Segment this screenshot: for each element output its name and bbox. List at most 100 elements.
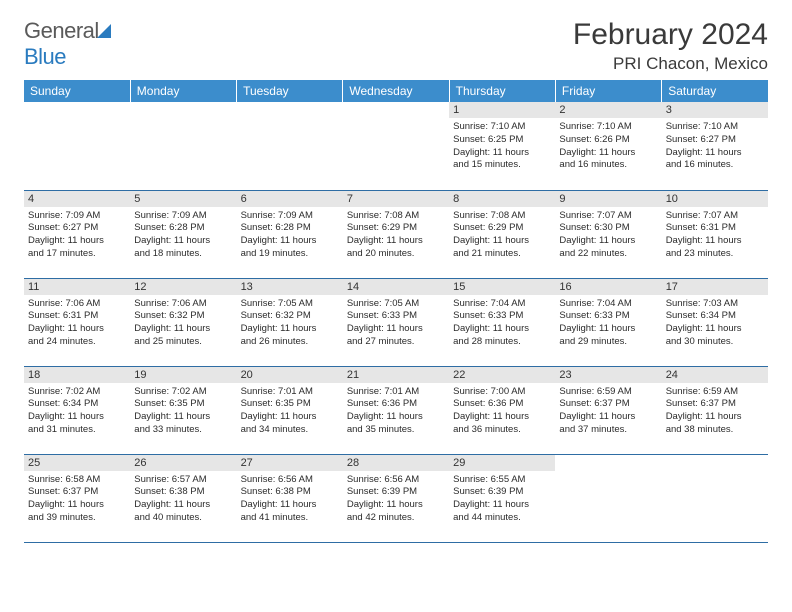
day-number: 21	[343, 367, 449, 383]
calendar-cell: 6Sunrise: 7:09 AMSunset: 6:28 PMDaylight…	[237, 190, 343, 278]
calendar-table: SundayMondayTuesdayWednesdayThursdayFrid…	[24, 80, 768, 543]
calendar-week-row: 18Sunrise: 7:02 AMSunset: 6:34 PMDayligh…	[24, 366, 768, 454]
calendar-cell: 8Sunrise: 7:08 AMSunset: 6:29 PMDaylight…	[449, 190, 555, 278]
day-number: 11	[24, 279, 130, 295]
day-content: Sunrise: 6:58 AMSunset: 6:37 PMDaylight:…	[24, 471, 130, 527]
day-content: Sunrise: 7:02 AMSunset: 6:35 PMDaylight:…	[130, 383, 236, 439]
day-content: Sunrise: 6:55 AMSunset: 6:39 PMDaylight:…	[449, 471, 555, 527]
day-number: 27	[237, 455, 343, 471]
day-content: Sunrise: 7:01 AMSunset: 6:36 PMDaylight:…	[343, 383, 449, 439]
brand-text: General Blue	[24, 18, 111, 70]
day-number: 12	[130, 279, 236, 295]
calendar-cell: 21Sunrise: 7:01 AMSunset: 6:36 PMDayligh…	[343, 366, 449, 454]
calendar-cell: 19Sunrise: 7:02 AMSunset: 6:35 PMDayligh…	[130, 366, 236, 454]
calendar-cell: 17Sunrise: 7:03 AMSunset: 6:34 PMDayligh…	[662, 278, 768, 366]
calendar-week-row: 4Sunrise: 7:09 AMSunset: 6:27 PMDaylight…	[24, 190, 768, 278]
day-number: 2	[555, 102, 661, 118]
day-content: Sunrise: 7:01 AMSunset: 6:35 PMDaylight:…	[237, 383, 343, 439]
title-block: February 2024 PRI Chacon, Mexico	[573, 18, 768, 74]
day-number: 19	[130, 367, 236, 383]
day-header: Saturday	[662, 80, 768, 102]
calendar-cell: 25Sunrise: 6:58 AMSunset: 6:37 PMDayligh…	[24, 454, 130, 542]
day-number	[130, 102, 236, 118]
calendar-cell: 14Sunrise: 7:05 AMSunset: 6:33 PMDayligh…	[343, 278, 449, 366]
calendar-cell: 1Sunrise: 7:10 AMSunset: 6:25 PMDaylight…	[449, 102, 555, 190]
calendar-cell: 22Sunrise: 7:00 AMSunset: 6:36 PMDayligh…	[449, 366, 555, 454]
calendar-cell: 12Sunrise: 7:06 AMSunset: 6:32 PMDayligh…	[130, 278, 236, 366]
calendar-cell: 3Sunrise: 7:10 AMSunset: 6:27 PMDaylight…	[662, 102, 768, 190]
day-number: 10	[662, 191, 768, 207]
calendar-week-row: 11Sunrise: 7:06 AMSunset: 6:31 PMDayligh…	[24, 278, 768, 366]
day-number: 8	[449, 191, 555, 207]
calendar-head: SundayMondayTuesdayWednesdayThursdayFrid…	[24, 80, 768, 102]
day-content: Sunrise: 7:07 AMSunset: 6:31 PMDaylight:…	[662, 207, 768, 263]
day-content: Sunrise: 7:06 AMSunset: 6:31 PMDaylight:…	[24, 295, 130, 351]
day-number: 15	[449, 279, 555, 295]
day-content: Sunrise: 7:05 AMSunset: 6:32 PMDaylight:…	[237, 295, 343, 351]
day-content: Sunrise: 7:10 AMSunset: 6:25 PMDaylight:…	[449, 118, 555, 174]
day-content: Sunrise: 7:10 AMSunset: 6:27 PMDaylight:…	[662, 118, 768, 174]
day-number: 6	[237, 191, 343, 207]
location: PRI Chacon, Mexico	[573, 54, 768, 74]
day-number: 4	[24, 191, 130, 207]
day-content: Sunrise: 7:09 AMSunset: 6:28 PMDaylight:…	[130, 207, 236, 263]
day-content: Sunrise: 7:10 AMSunset: 6:26 PMDaylight:…	[555, 118, 661, 174]
calendar-cell: 18Sunrise: 7:02 AMSunset: 6:34 PMDayligh…	[24, 366, 130, 454]
header: General Blue February 2024 PRI Chacon, M…	[24, 18, 768, 74]
day-number: 1	[449, 102, 555, 118]
calendar-cell: 20Sunrise: 7:01 AMSunset: 6:35 PMDayligh…	[237, 366, 343, 454]
month-title: February 2024	[573, 18, 768, 52]
calendar-cell: 24Sunrise: 6:59 AMSunset: 6:37 PMDayligh…	[662, 366, 768, 454]
day-number: 16	[555, 279, 661, 295]
day-number: 26	[130, 455, 236, 471]
calendar-cell: 7Sunrise: 7:08 AMSunset: 6:29 PMDaylight…	[343, 190, 449, 278]
calendar-cell	[343, 102, 449, 190]
day-content: Sunrise: 6:56 AMSunset: 6:38 PMDaylight:…	[237, 471, 343, 527]
calendar-cell: 2Sunrise: 7:10 AMSunset: 6:26 PMDaylight…	[555, 102, 661, 190]
calendar-body: 1Sunrise: 7:10 AMSunset: 6:25 PMDaylight…	[24, 102, 768, 542]
day-number: 25	[24, 455, 130, 471]
day-number	[24, 102, 130, 118]
day-content: Sunrise: 7:04 AMSunset: 6:33 PMDaylight:…	[449, 295, 555, 351]
day-content: Sunrise: 7:09 AMSunset: 6:28 PMDaylight:…	[237, 207, 343, 263]
calendar-cell: 11Sunrise: 7:06 AMSunset: 6:31 PMDayligh…	[24, 278, 130, 366]
day-number	[237, 102, 343, 118]
day-content: Sunrise: 6:57 AMSunset: 6:38 PMDaylight:…	[130, 471, 236, 527]
calendar-cell: 28Sunrise: 6:56 AMSunset: 6:39 PMDayligh…	[343, 454, 449, 542]
brand-triangle-icon	[97, 24, 111, 38]
day-number: 7	[343, 191, 449, 207]
day-content: Sunrise: 7:04 AMSunset: 6:33 PMDaylight:…	[555, 295, 661, 351]
calendar-cell: 27Sunrise: 6:56 AMSunset: 6:38 PMDayligh…	[237, 454, 343, 542]
calendar-cell	[24, 102, 130, 190]
day-number: 24	[662, 367, 768, 383]
day-content: Sunrise: 7:06 AMSunset: 6:32 PMDaylight:…	[130, 295, 236, 351]
day-content: Sunrise: 7:08 AMSunset: 6:29 PMDaylight:…	[449, 207, 555, 263]
day-content: Sunrise: 7:02 AMSunset: 6:34 PMDaylight:…	[24, 383, 130, 439]
day-number: 14	[343, 279, 449, 295]
day-number: 23	[555, 367, 661, 383]
calendar-cell: 5Sunrise: 7:09 AMSunset: 6:28 PMDaylight…	[130, 190, 236, 278]
day-number	[555, 455, 661, 471]
day-header: Wednesday	[343, 80, 449, 102]
calendar-week-row: 1Sunrise: 7:10 AMSunset: 6:25 PMDaylight…	[24, 102, 768, 190]
day-number: 9	[555, 191, 661, 207]
brand-part1: General	[24, 18, 99, 43]
brand-part2: Blue	[24, 44, 66, 69]
day-number	[343, 102, 449, 118]
calendar-cell: 4Sunrise: 7:09 AMSunset: 6:27 PMDaylight…	[24, 190, 130, 278]
day-number: 13	[237, 279, 343, 295]
calendar-cell: 9Sunrise: 7:07 AMSunset: 6:30 PMDaylight…	[555, 190, 661, 278]
calendar-week-row: 25Sunrise: 6:58 AMSunset: 6:37 PMDayligh…	[24, 454, 768, 542]
day-header: Sunday	[24, 80, 130, 102]
calendar-cell	[662, 454, 768, 542]
calendar-cell	[130, 102, 236, 190]
calendar-cell: 23Sunrise: 6:59 AMSunset: 6:37 PMDayligh…	[555, 366, 661, 454]
day-content: Sunrise: 7:08 AMSunset: 6:29 PMDaylight:…	[343, 207, 449, 263]
day-content: Sunrise: 6:59 AMSunset: 6:37 PMDaylight:…	[662, 383, 768, 439]
day-content: Sunrise: 7:09 AMSunset: 6:27 PMDaylight:…	[24, 207, 130, 263]
calendar-cell: 16Sunrise: 7:04 AMSunset: 6:33 PMDayligh…	[555, 278, 661, 366]
calendar-cell: 29Sunrise: 6:55 AMSunset: 6:39 PMDayligh…	[449, 454, 555, 542]
day-header: Thursday	[449, 80, 555, 102]
day-number: 18	[24, 367, 130, 383]
day-number: 17	[662, 279, 768, 295]
